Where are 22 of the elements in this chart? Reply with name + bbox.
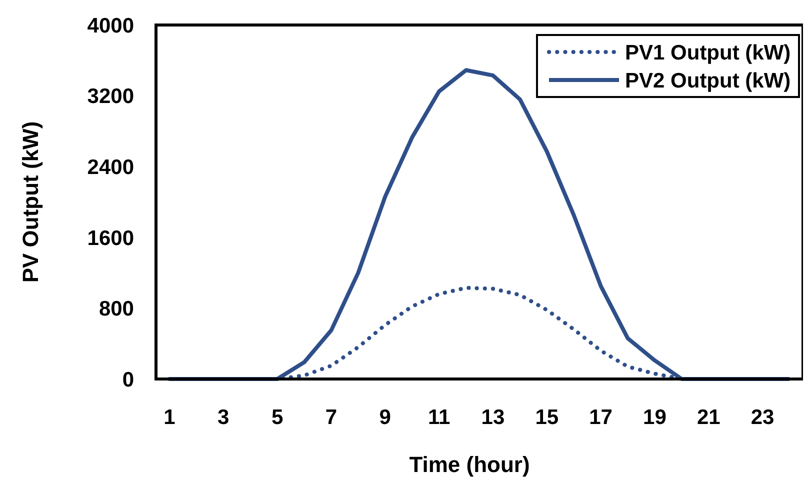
x-tick-label: 7 (325, 406, 338, 429)
x-tick-label: 13 (481, 406, 505, 429)
x-tick-label: 9 (379, 406, 391, 429)
y-tick-label: 2400 (87, 156, 134, 179)
legend-label: PV1 Output (kW) (625, 41, 791, 64)
x-tick-label: 23 (750, 406, 774, 429)
x-tick-label: 21 (696, 406, 721, 429)
x-tick-label: 15 (535, 406, 559, 429)
x-tick-label: 1 (164, 406, 176, 429)
y-axis-title: PV Output (kW) (18, 121, 43, 283)
y-tick-label: 0 (122, 368, 134, 392)
y-tick-label: 3200 (87, 85, 134, 108)
y-tick-label: 4000 (87, 14, 134, 38)
y-tick-label: 800 (98, 298, 134, 321)
x-tick-label: 19 (643, 406, 666, 429)
y-tick-label: 1600 (87, 226, 134, 250)
legend-label: PV2 Output (kW) (625, 69, 791, 92)
x-tick-label: 5 (271, 406, 284, 429)
x-tick-label: 17 (589, 406, 612, 429)
x-axis-title: Time (hour) (409, 452, 530, 477)
x-tick-label: 11 (428, 406, 450, 429)
x-tick-label: 3 (218, 406, 230, 429)
